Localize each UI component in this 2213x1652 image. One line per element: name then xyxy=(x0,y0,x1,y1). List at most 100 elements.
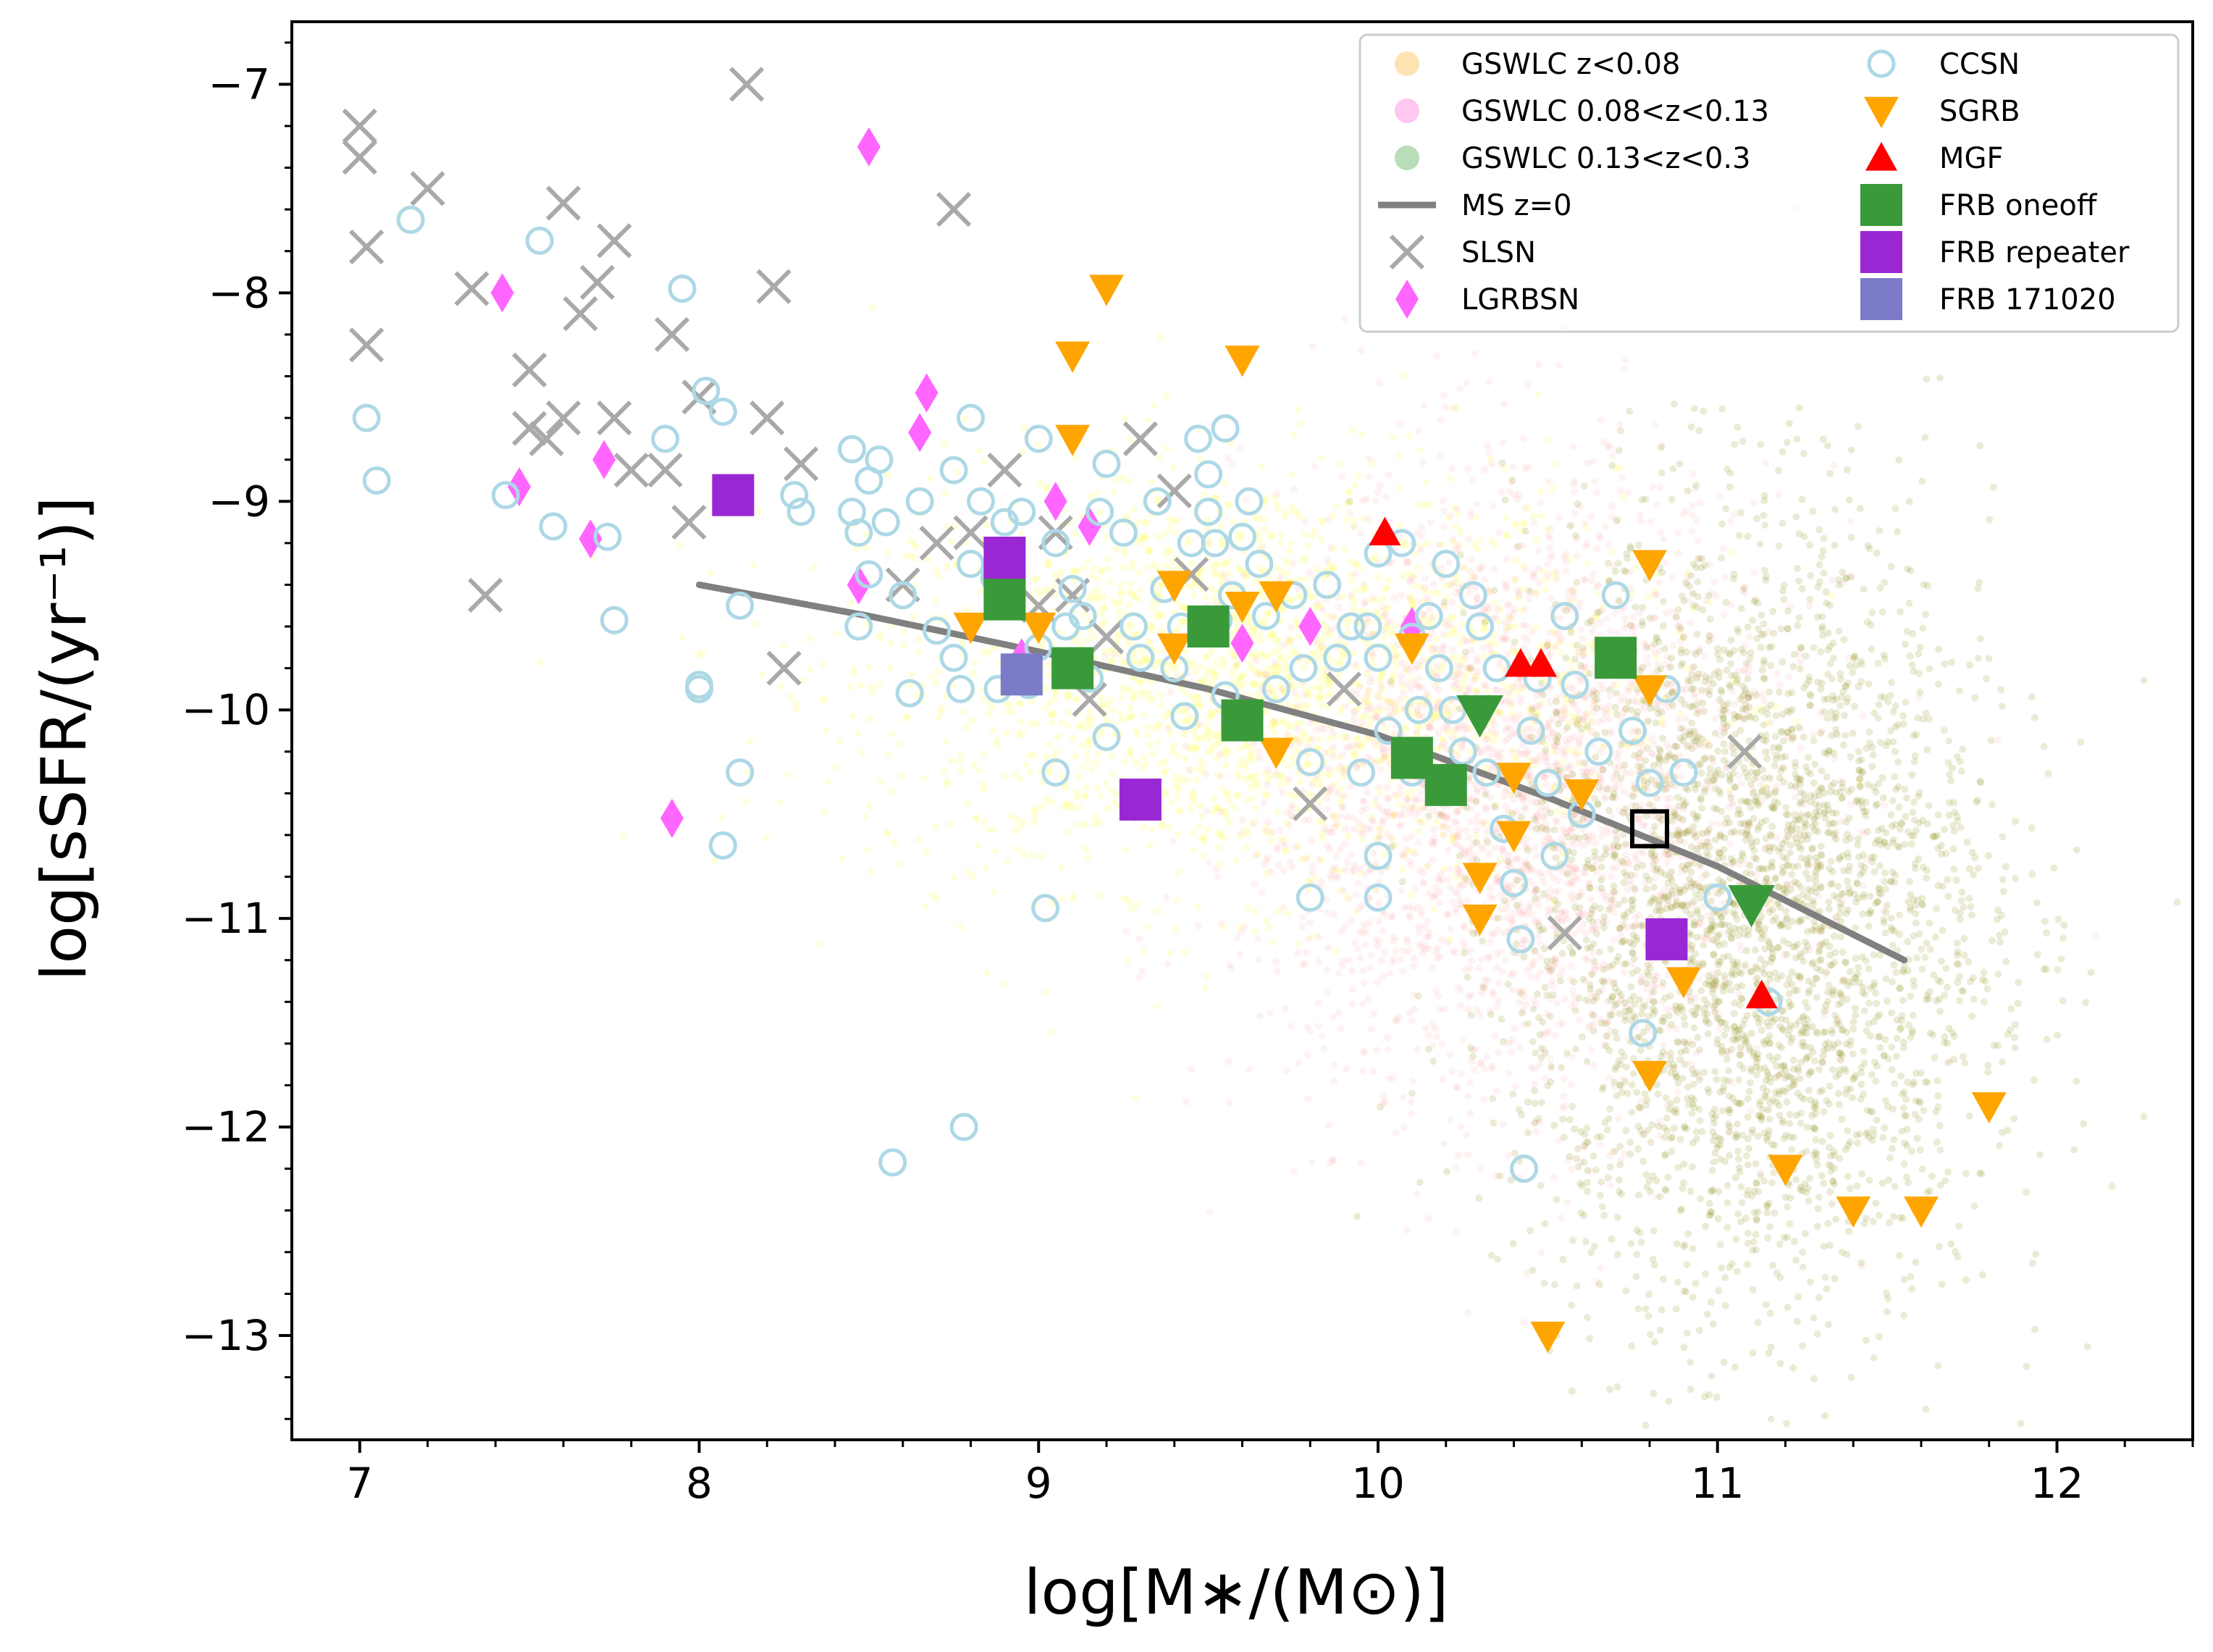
gswlc-point xyxy=(865,663,873,671)
gswlc-point xyxy=(1360,797,1368,805)
gswlc-point xyxy=(618,831,626,839)
gswlc-point xyxy=(1587,513,1595,521)
gswlc-point xyxy=(1332,873,1340,881)
gswlc-point xyxy=(1162,758,1170,766)
gswlc-point xyxy=(1805,602,1813,610)
gswlc-point xyxy=(1523,724,1531,732)
gswlc-point xyxy=(1488,1065,1496,1073)
gswlc-point xyxy=(1288,595,1296,603)
gswlc-point xyxy=(1524,382,1532,390)
gswlc-point xyxy=(1286,636,1293,644)
gswlc-point xyxy=(1322,989,1330,997)
gswlc-point xyxy=(1588,576,1596,584)
gswlc-point xyxy=(1135,569,1143,576)
gswlc-point xyxy=(1563,1199,1571,1206)
gswlc-point xyxy=(1236,950,1244,957)
gswlc-point xyxy=(1269,532,1277,540)
gswlc-point xyxy=(1414,1046,1422,1054)
gswlc-point xyxy=(1172,784,1180,792)
gswlc-point xyxy=(792,705,800,713)
gswlc-point xyxy=(1310,604,1318,612)
gswlc-point xyxy=(1419,458,1427,466)
gswlc-point xyxy=(1419,804,1427,811)
gswlc-point xyxy=(1384,794,1392,802)
gswlc-point xyxy=(1222,761,1230,769)
gswlc-point xyxy=(1398,659,1406,667)
gswlc-point xyxy=(1020,850,1027,858)
gswlc-point xyxy=(1446,1116,1454,1124)
gswlc-point xyxy=(1551,1031,1559,1039)
gswlc-point xyxy=(1206,708,1214,716)
gswlc-point xyxy=(1398,822,1406,830)
gswlc-point xyxy=(1284,731,1292,739)
gswlc-point xyxy=(1257,637,1264,645)
gswlc-point xyxy=(676,542,684,550)
gswlc-point xyxy=(1701,653,1709,661)
gswlc-point xyxy=(1080,792,1088,800)
gswlc-point xyxy=(1043,485,1051,493)
gswlc-point xyxy=(1377,687,1384,695)
gswlc-point xyxy=(1482,764,1490,772)
gswlc-point xyxy=(1437,452,1445,460)
gswlc-point xyxy=(1193,734,1201,742)
gswlc-point xyxy=(1243,776,1251,784)
gswlc-point xyxy=(1001,773,1009,781)
gswlc-point xyxy=(1569,987,1576,994)
gswlc-point xyxy=(1287,540,1295,548)
gswlc-point xyxy=(1321,1044,1328,1052)
gswlc-point xyxy=(1174,564,1182,572)
gswlc-point xyxy=(1518,527,1526,535)
gswlc-point xyxy=(1165,823,1173,831)
gswlc-point xyxy=(706,569,714,577)
gswlc-point xyxy=(1555,637,1563,645)
gswlc-point xyxy=(1663,1114,1671,1122)
gswlc-point xyxy=(1293,745,1301,753)
gswlc-point xyxy=(1388,834,1396,842)
gswlc-point xyxy=(1381,949,1389,957)
gswlc-point xyxy=(1193,776,1201,784)
gswlc-point xyxy=(1336,763,1344,771)
gswlc-point xyxy=(1107,658,1115,666)
gswlc-point xyxy=(1430,906,1438,914)
gswlc-point xyxy=(1677,772,1685,780)
gswlc-point xyxy=(1146,621,1154,629)
gswlc-point xyxy=(1299,961,1306,969)
gswlc-point xyxy=(1332,733,1340,740)
gswlc-point xyxy=(1654,570,1662,578)
gswlc-point xyxy=(1338,928,1345,936)
gswlc-point xyxy=(1516,907,1524,915)
gswlc-point xyxy=(1100,594,1107,601)
gswlc-point xyxy=(1511,605,1519,613)
gswlc-point xyxy=(1548,977,1556,985)
gswlc-point xyxy=(1427,724,1435,731)
gswlc-point xyxy=(1347,592,1355,600)
gswlc-point xyxy=(1254,934,1262,942)
gswlc-point xyxy=(1105,578,1113,586)
gswlc-point xyxy=(1503,650,1511,658)
gswlc-point xyxy=(1453,541,1461,549)
gswlc-point xyxy=(1502,957,1510,964)
gswlc-point xyxy=(1577,626,1585,634)
gswlc-point xyxy=(1458,620,1466,628)
gswlc-point xyxy=(1127,580,1135,588)
gswlc-point xyxy=(1473,500,1481,508)
gswlc-point xyxy=(1383,1033,1391,1041)
gswlc-point xyxy=(1217,571,1225,579)
gswlc-point xyxy=(1350,649,1358,657)
gswlc-point xyxy=(1281,1005,1289,1012)
gswlc-point xyxy=(1057,863,1065,871)
gswlc-point xyxy=(1196,823,1204,831)
gswlc-point xyxy=(1287,723,1295,731)
gswlc-point xyxy=(1190,789,1198,797)
gswlc-point xyxy=(1183,539,1191,547)
gswlc-point xyxy=(1293,508,1301,516)
gswlc-point xyxy=(1278,685,1286,693)
gswlc-point xyxy=(1445,865,1453,873)
gswlc-point xyxy=(1410,804,1417,812)
gswlc-point xyxy=(1353,663,1361,671)
gswlc-point xyxy=(1188,583,1196,590)
gswlc-point xyxy=(1776,682,1784,689)
gswlc-point xyxy=(1358,431,1366,439)
gswlc-point xyxy=(1018,730,1026,738)
gswlc-point xyxy=(1316,676,1324,684)
